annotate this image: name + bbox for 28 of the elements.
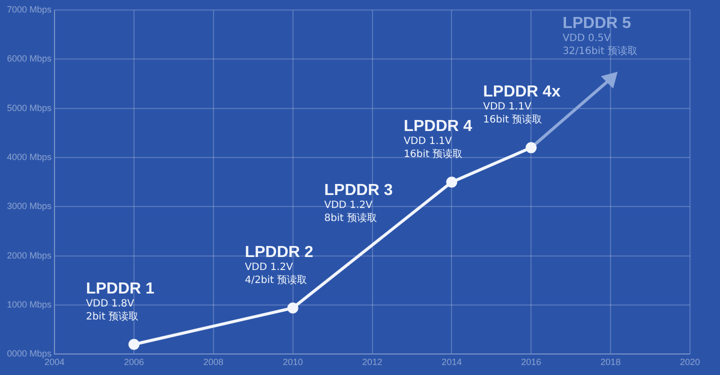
x-tick-label: 2014: [442, 357, 462, 368]
annotation: LPDDR 2 VDD 1.2V 4/2bit 预读取: [244, 244, 314, 286]
x-tick-label: 2004: [44, 357, 65, 368]
x-tick-label: 2018: [600, 357, 621, 368]
annotation: LPDDR 4x VDD 1.1V 16bit 预读取: [483, 84, 561, 126]
y-tick-label: 1000 Mbps: [7, 300, 52, 310]
y-tick-label: 3000 Mbps: [7, 201, 52, 212]
y-tick-label: 2000 Mbps: [7, 250, 52, 260]
x-tick-label: 2006: [124, 357, 144, 368]
y-tick-label: 5000 Mbps: [7, 102, 52, 113]
annotation: LPDDR 1 VDD 1.8V 2bit 预读取: [86, 280, 155, 322]
x-tick-label: 2020: [680, 357, 700, 368]
x-tick-label: 2010: [282, 357, 303, 368]
point: [526, 142, 537, 154]
point: [287, 302, 298, 314]
point: [128, 338, 140, 350]
y-tick-label: 0000 Mbps: [7, 348, 52, 359]
x-tick-label: 2016: [521, 357, 542, 368]
annotation: LPDDR 4 VDD 1.1V 16bit 预读取: [404, 118, 472, 160]
annotation: LPDDR 5 VDD 0.5V 32/16bit 预读取: [562, 14, 638, 57]
annotation: LPDDR 3 VDD 1.2V 8bit 预读取: [324, 182, 393, 224]
y-tick-label: 4000 Mbps: [7, 152, 52, 162]
y-tick-label: 7000 Mbps: [7, 4, 52, 14]
point: [602, 72, 618, 88]
x-tick-label: 2012: [362, 357, 382, 368]
point: [446, 176, 458, 188]
x-tick-label: 2008: [203, 357, 224, 368]
y-tick-label: 6000 Mbps: [7, 54, 52, 64]
